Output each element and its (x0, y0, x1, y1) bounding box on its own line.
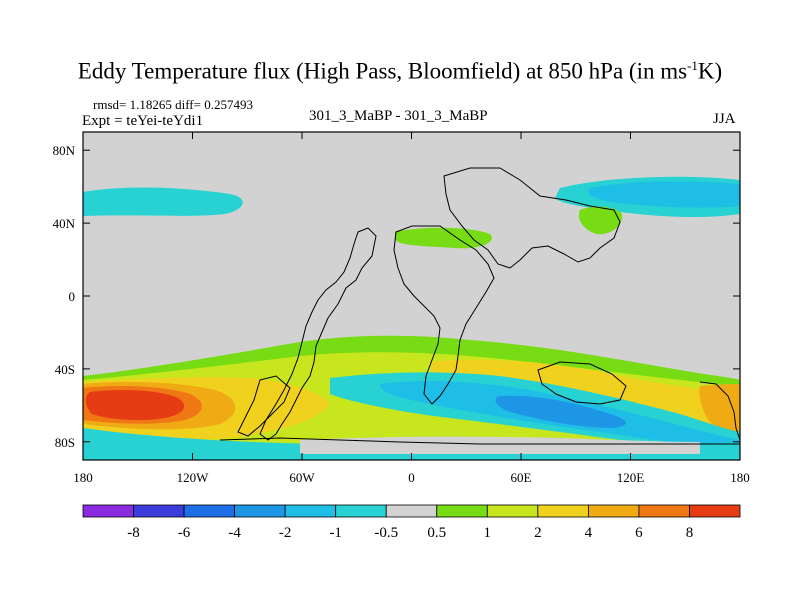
japan-positive (578, 206, 623, 235)
colorbar-label: -8 (127, 525, 140, 541)
colorbar-label: -6 (178, 525, 191, 541)
x-tick-label: 180 (73, 470, 93, 485)
south-pacific-grey (300, 436, 700, 454)
north-asia-core (588, 181, 740, 208)
plot-title: Eddy Temperature flux (High Pass, Bloomf… (77, 58, 723, 84)
americas-outline (259, 227, 377, 441)
east-edge-outline (699, 381, 740, 441)
colorbar-label: -4 (228, 525, 241, 541)
y-axis: 80N 40N 0 40S 80S (53, 143, 740, 450)
colorbar-swatch (82, 504, 134, 518)
indian-core (495, 395, 627, 428)
colorbar-label: 4 (585, 525, 593, 541)
field-layer (83, 132, 740, 460)
colorbar-label: 2 (534, 525, 542, 541)
rmsd-text: rmsd= 1.18265 diff= 0.257493 (93, 97, 253, 112)
season-label: JJA (713, 111, 736, 127)
y-tick-label: 80N (53, 143, 76, 158)
colorbar-label: 6 (635, 525, 643, 541)
colorbar-swatch (183, 504, 236, 518)
colorbar-swatch (385, 504, 438, 518)
x-tick-label: 120W (177, 470, 210, 485)
colorbar-swatch (689, 504, 741, 518)
colorbar-swatch (638, 504, 690, 518)
x-tick-label: 60W (289, 470, 315, 485)
experiment-label: Expt = teYei-teYdi1 (82, 113, 204, 129)
colorbar-swatch (234, 504, 286, 518)
north-pacific-negative (83, 187, 243, 216)
x-tick-label: 60E (511, 470, 532, 485)
center-label: 301_3_MaBP - 301_3_MaBP (309, 108, 488, 124)
colorbar-label: 0.5 (427, 525, 446, 541)
colorbar-swatch (133, 504, 185, 518)
antarctica-outline (219, 437, 740, 445)
colorbar-swatch (335, 504, 387, 518)
y-tick-label: 40N (53, 216, 76, 231)
x-tick-label: 120E (617, 470, 645, 485)
colorbar-label: 8 (686, 525, 694, 541)
colorbar-label: 1 (484, 525, 492, 541)
colorbar-swatch (436, 504, 488, 518)
colorbar-label: -0.5 (374, 525, 398, 541)
africa-outline (393, 225, 495, 405)
y-tick-label: 0 (69, 289, 76, 304)
x-axis: 180 120W 60W 0 60E 120E 180 (73, 132, 750, 485)
x-tick-label: 180 (730, 470, 750, 485)
colorbar-swatch (587, 504, 640, 518)
colorbar: -8 -6 -4 -2 -1 -0.5 0.5 1 2 4 6 8 (82, 504, 741, 541)
southern-cone-outline (237, 375, 291, 437)
colorbar-swatch (284, 504, 337, 518)
east-edge-strong (699, 384, 740, 440)
pacific-max (85, 390, 185, 421)
coastlines (219, 167, 740, 445)
x-tick-label: 0 (408, 470, 415, 485)
colorbar-swatch (486, 504, 539, 518)
eurasia-outline (443, 167, 621, 269)
australia-outline (537, 361, 627, 405)
y-tick-label: 40S (55, 362, 75, 377)
y-tick-label: 80S (55, 435, 75, 450)
colorbar-swatch (537, 504, 589, 518)
colorbar-label: -1 (329, 525, 342, 541)
colorbar-label: -2 (279, 525, 292, 541)
